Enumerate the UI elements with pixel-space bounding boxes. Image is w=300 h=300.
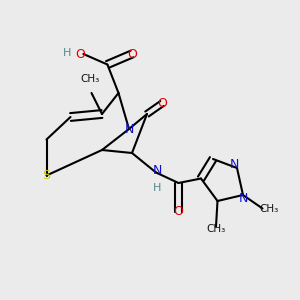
Text: N: N [238, 191, 248, 205]
Text: H: H [63, 47, 71, 58]
Text: N: N [153, 164, 162, 178]
Text: O: O [127, 47, 137, 61]
Text: H: H [153, 183, 162, 193]
Text: O: O [174, 205, 183, 218]
Text: N: N [229, 158, 239, 172]
Text: S: S [43, 169, 50, 182]
Text: CH₃: CH₃ [206, 224, 226, 235]
Text: N: N [124, 122, 134, 136]
Text: O: O [76, 47, 85, 61]
Text: O: O [157, 97, 167, 110]
Text: CH₃: CH₃ [80, 74, 100, 85]
Text: CH₃: CH₃ [259, 203, 278, 214]
